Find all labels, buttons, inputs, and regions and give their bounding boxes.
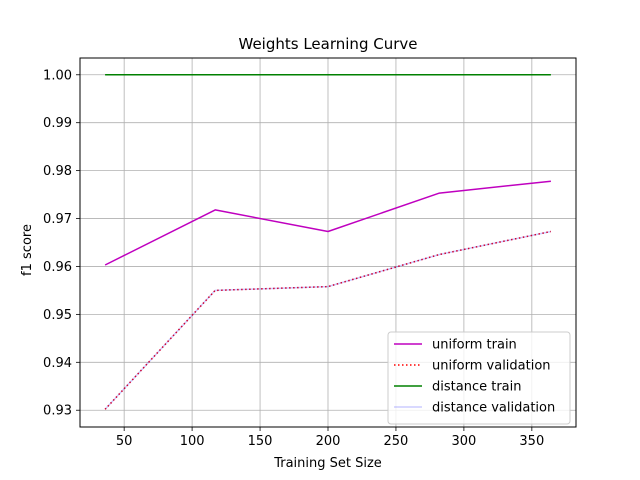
series-line-3 (104, 230, 552, 410)
y-tick-label: 0.95 (43, 308, 72, 323)
y-axis-title: f1 score (20, 224, 35, 276)
legend-box (387, 331, 571, 425)
y-tick-label: 0.94 (43, 356, 72, 371)
y-tick-label: 0.99 (43, 116, 72, 131)
y-tick-label: 0.97 (43, 212, 72, 227)
x-tick-label: 150 (248, 434, 273, 449)
legend-label: uniform train (432, 338, 517, 353)
x-tick-label: 50 (116, 434, 133, 449)
x-tick-label: 250 (384, 434, 409, 449)
x-tick-label: 200 (316, 434, 341, 449)
legend-label: distance validation (432, 401, 555, 416)
y-tick-label: 0.96 (43, 260, 72, 275)
y-tick-label: 1.00 (43, 68, 72, 83)
y-tick-label: 0.98 (43, 164, 72, 179)
axis-ticks: 50 100 150 200 250 300 350 0.93 0.94 0.95 0.96 0.97… (43, 68, 544, 449)
legend-label: distance train (432, 380, 521, 395)
series-line-1 (104, 230, 552, 410)
x-tick-label: 300 (451, 434, 476, 449)
x-tick-label: 100 (180, 434, 205, 449)
x-axis-title: Training Set Size (273, 456, 382, 471)
y-tick-label: 0.93 (43, 404, 72, 419)
chart-title: Weights Learning Curve (239, 35, 418, 53)
legend: uniform train uniform validation distance … (387, 331, 571, 425)
legend-label: uniform validation (432, 359, 551, 374)
x-tick-label: 350 (519, 434, 544, 449)
series-line-0 (104, 180, 551, 266)
series-lines (104, 74, 552, 410)
